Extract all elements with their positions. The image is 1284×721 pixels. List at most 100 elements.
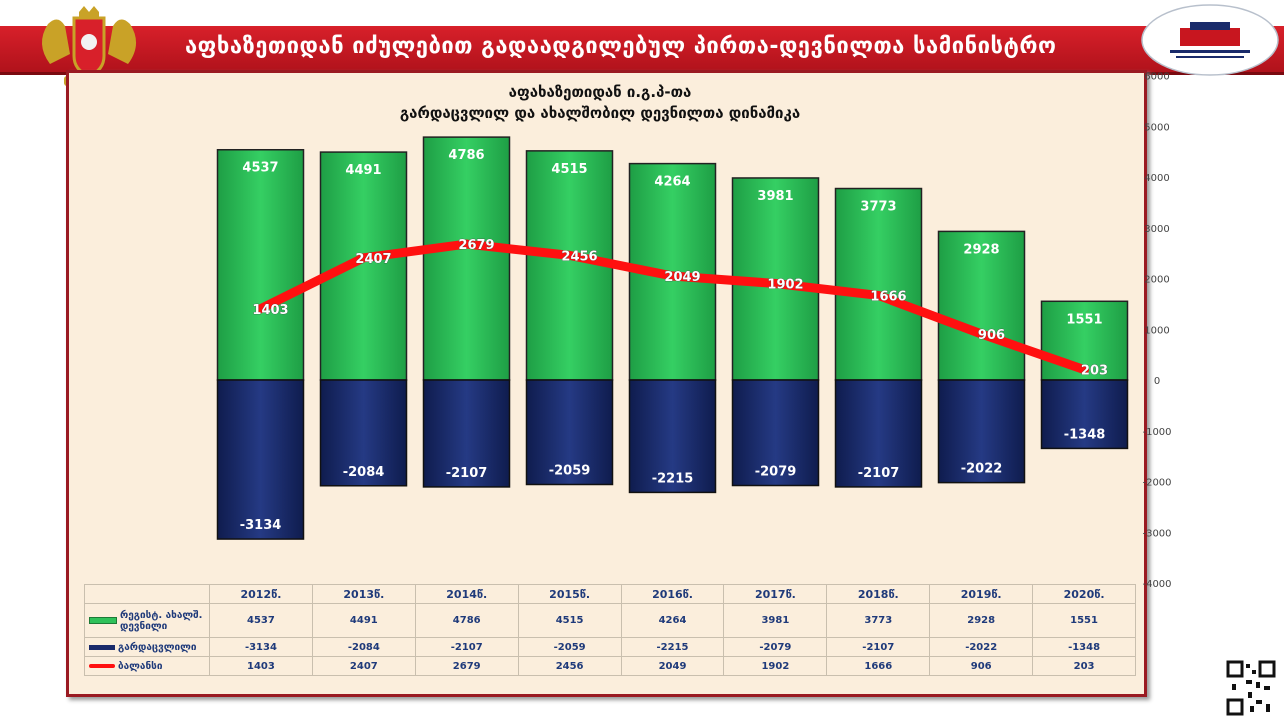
table-value-cell: -1348 [1032, 637, 1137, 657]
balance-data-label: 203 [1081, 364, 1108, 379]
births-bar [937, 230, 1026, 381]
legend-label: გარდაცვლილი [118, 641, 197, 653]
births-data-label: 1551 [1066, 312, 1102, 327]
deaths-data-label: -2079 [755, 465, 797, 480]
legend-swatch [89, 617, 117, 624]
deaths-bar [216, 379, 305, 540]
births-data-label: 3773 [860, 200, 896, 215]
deaths-bar [628, 379, 717, 494]
deaths-bar [422, 379, 511, 488]
deaths-data-label: -2084 [343, 465, 385, 480]
table-header-cell: 2012წ. [209, 584, 313, 604]
legend-entry-births: რეგისტ. ახალშ. დევნილი [84, 603, 210, 638]
balance-data-label: 2679 [458, 238, 494, 253]
table-row: რეგისტ. ახალშ. დევნილი 4537 4491 4786 4515 4… [84, 603, 1137, 638]
deaths-bar [319, 379, 408, 487]
balance-data-label: 2456 [561, 249, 597, 264]
ministry-title: აფხაზეთიდან იძულებით გადაადგილებულ პირთა… [185, 34, 1057, 59]
balance-data-label: 2049 [664, 270, 700, 285]
table-value-cell: -2059 [517, 637, 622, 657]
balance-data-label: 906 [978, 328, 1005, 343]
births-data-label: 3981 [757, 189, 793, 204]
table-value-cell: -2079 [723, 637, 828, 657]
births-data-label: 4786 [448, 148, 484, 163]
balance-data-label: 1403 [252, 303, 288, 318]
legend-label: რეგისტ. ახალშ. დევნილი [120, 609, 203, 632]
table-value-cell: 1902 [723, 656, 828, 676]
table-row: გარდაცვლილი -3134 -2084 -2107 -2059 -2215 -20… [84, 637, 1137, 657]
table-value-cell: 1551 [1032, 603, 1137, 638]
balance-data-label: 2407 [355, 252, 391, 267]
legend-swatch [89, 644, 115, 650]
table-value-cell: 4515 [517, 603, 622, 638]
table-header-cell: 2019წ. [929, 584, 1034, 604]
y-tick-label: -2000 [1142, 478, 1171, 489]
chart-title-line: გარდაცვლილ და ახალშობილ დევნილთა დინამიკ… [399, 104, 801, 122]
table-value-cell: -3134 [209, 637, 313, 657]
chart-title-line: აფახაზეთიდან ი.გ.პ-თა [508, 83, 692, 101]
table-value-cell: 2407 [311, 656, 416, 676]
deaths-data-label: -2215 [652, 471, 694, 486]
deaths-bar [834, 379, 923, 488]
table-value-cell: -2084 [311, 637, 416, 657]
deaths-bar [1040, 379, 1129, 450]
balance-data-label: 1666 [870, 289, 906, 304]
deaths-data-label: -2059 [549, 463, 591, 478]
legend-swatch [89, 664, 115, 668]
y-tick-label: 4000 [1144, 173, 1169, 184]
balance-data-label: 1902 [767, 277, 803, 292]
deaths-data-label: -2107 [858, 466, 900, 481]
births-data-label: 4537 [242, 161, 278, 176]
table-value-cell: 2049 [620, 656, 725, 676]
y-tick-label: 1000 [1144, 325, 1169, 336]
table-value-cell: -2022 [929, 637, 1034, 657]
deaths-data-label: -3134 [240, 518, 282, 533]
table-header-cell: 2020წ. [1032, 584, 1137, 604]
table-header-cell: 2015წ. [517, 584, 622, 604]
table-header-row: 2012წ. 2013წ. 2014წ. 2015წ. 2016წ. 2017წ. 2018… [84, 584, 1137, 604]
legend-label: ბალანსი [118, 660, 163, 672]
y-tick-label: 2000 [1144, 275, 1169, 286]
table-value-cell: 4491 [311, 603, 416, 638]
table-value-cell: 1666 [826, 656, 931, 676]
births-data-label: 4264 [654, 175, 690, 190]
data-table: 2012წ. 2013წ. 2014წ. 2015წ. 2016წ. 2017წ. 2018… [84, 584, 1137, 676]
births-data-label: 4491 [345, 163, 381, 178]
table-header-cell: 2016წ. [620, 584, 725, 604]
table-row: ბალანსი 1403 2407 2679 2456 2049 1902 1666 906 2… [84, 656, 1137, 676]
table-header-cell: 2017წ. [723, 584, 828, 604]
y-tick-label: 3000 [1144, 224, 1169, 235]
table-value-cell: 3981 [723, 603, 828, 638]
table-corner-cell [84, 584, 210, 604]
y-tick-label: 6000 [1144, 72, 1169, 83]
births-bar [834, 187, 923, 381]
table-value-cell: 4264 [620, 603, 725, 638]
table-value-cell: 203 [1032, 656, 1137, 676]
table-value-cell: -2215 [620, 637, 725, 657]
ministry-logo-icon [1141, 4, 1279, 76]
table-value-cell: 4786 [414, 603, 519, 638]
table-value-cell: 2928 [929, 603, 1034, 638]
table-value-cell: -2107 [826, 637, 931, 657]
deaths-bar [731, 379, 820, 487]
births-bar [422, 136, 511, 381]
table-value-cell: 3773 [826, 603, 931, 638]
births-data-label: 2928 [963, 242, 999, 257]
table-value-cell: -2107 [414, 637, 519, 657]
deaths-data-label: -2022 [961, 462, 1003, 477]
deaths-bar [937, 379, 1026, 484]
deaths-bar [525, 379, 614, 486]
y-tick-label: 5000 [1144, 122, 1169, 133]
deaths-data-label: -1348 [1064, 427, 1106, 442]
y-tick-label: -3000 [1142, 528, 1171, 539]
births-bar [216, 148, 305, 381]
table-header-cell: 2018წ. [826, 584, 931, 604]
balance-line [256, 239, 1089, 375]
table-header-cell: 2013წ. [311, 584, 416, 604]
y-tick-label: -1000 [1142, 427, 1171, 438]
legend-entry-deaths: გარდაცვლილი [84, 637, 210, 657]
table-header-cell: 2014წ. [414, 584, 519, 604]
table-value-cell: 2456 [517, 656, 622, 676]
table-value-cell: 906 [929, 656, 1034, 676]
